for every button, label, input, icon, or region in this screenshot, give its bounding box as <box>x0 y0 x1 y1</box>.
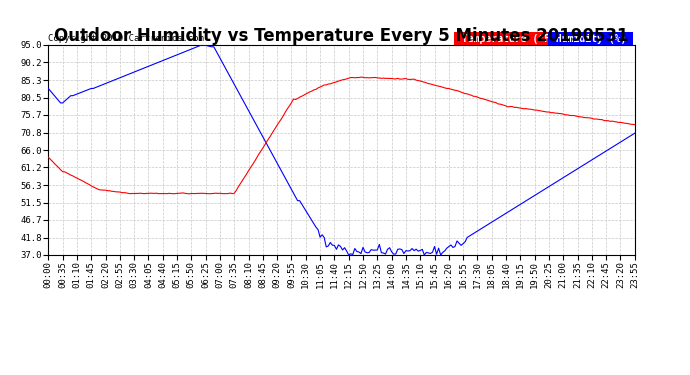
Title: Outdoor Humidity vs Temperature Every 5 Minutes 20190531: Outdoor Humidity vs Temperature Every 5 … <box>55 27 629 45</box>
Text: Humidity (%): Humidity (%) <box>550 34 632 44</box>
Text: Copyright 2019 Cartronics.com: Copyright 2019 Cartronics.com <box>48 34 204 43</box>
Text: Temperature (°F): Temperature (°F) <box>456 34 562 44</box>
